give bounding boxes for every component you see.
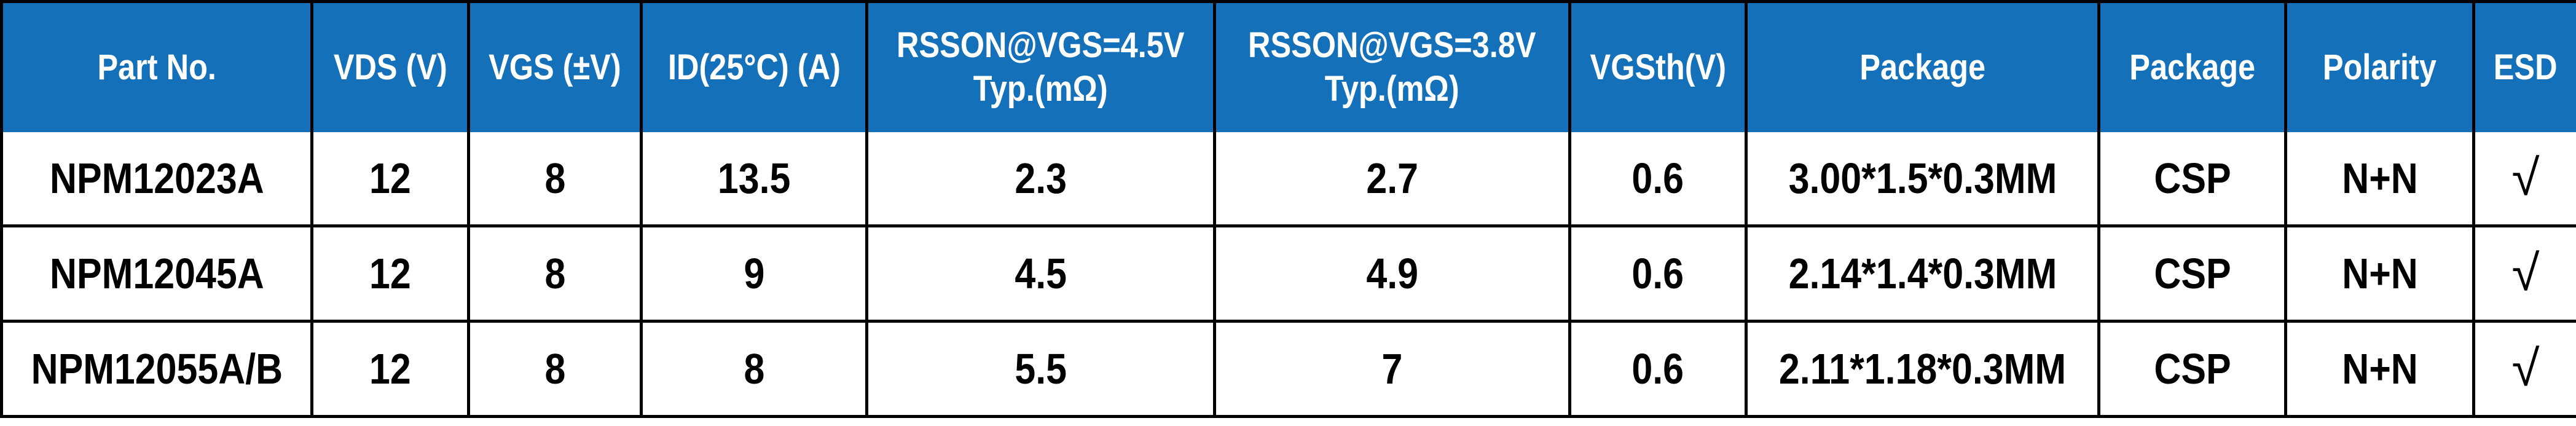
cell-package-type: CSP [2097,320,2287,418]
column-header-label: ID(25°C) (A) [667,47,841,87]
cell-vgs: 8 [467,132,643,227]
cell-vgsth: 0.6 [1568,224,1748,323]
vgs-value: 8 [544,345,565,393]
polarity-value: N+N [2341,345,2418,393]
column-header-label: VGS (±V) [489,47,621,87]
package-size-value: 2.14*1.4*0.3MM [1788,250,2057,298]
cell-id-25c: 13.5 [640,132,868,227]
column-header-esd: ESD [2472,0,2576,132]
cell-polarity: N+N [2284,320,2475,418]
cell-vgsth: 0.6 [1568,320,1748,418]
cell-package-size: 3.00*1.5*0.3MM [1745,132,2100,227]
column-header-rsson-3v8: RSSON@VGS=3.8V Typ.(mΩ) [1213,0,1571,132]
cell-vgs: 8 [467,224,643,323]
column-header-part-no: Part No. [0,0,313,132]
polarity-value: N+N [2341,250,2418,298]
id-value: 8 [744,345,764,393]
table-row: NPM12045A 12 8 9 4.5 4.9 0.6 2.14*1.4*0.… [0,224,2576,323]
cell-vds: 12 [310,224,470,323]
package-size-value: 2.11*1.18*0.3MM [1778,345,2067,393]
vgsth-value: 0.6 [1632,345,1684,393]
rsson-3v8-value: 7 [1381,345,1403,393]
checkmark-icon: √ [2511,341,2540,396]
column-header-polarity: Polarity [2284,0,2475,132]
header-row: Part No. VDS (V) VGS (±V) ID(25°C) (A) R… [0,0,2576,132]
rsson-3v8-value: 2.7 [1366,154,1418,202]
cell-esd: √ [2472,224,2576,323]
vds-value: 12 [369,250,411,298]
part-no-value: NPM12055A/B [31,345,283,393]
cell-rsson-4v5: 4.5 [865,224,1216,323]
column-header-label: ESD [2494,47,2558,87]
cell-vgsth: 0.6 [1568,132,1748,227]
rsson-3v8-value: 4.9 [1366,250,1418,298]
cell-part-no: NPM12023A [0,132,313,227]
column-header-vgsth: VGSth(V) [1568,0,1748,132]
column-header-label: RSSON@VGS=4.5V Typ.(mΩ) [897,25,1185,109]
id-value: 13.5 [717,154,791,202]
cell-polarity: N+N [2284,132,2475,227]
package-type-value: CSP [2153,154,2231,202]
cell-package-type: CSP [2097,132,2287,227]
part-no-value: NPM12023A [49,154,264,202]
polarity-value: N+N [2341,154,2418,202]
column-header-rsson-4v5: RSSON@VGS=4.5V Typ.(mΩ) [865,0,1216,132]
cell-rsson-3v8: 2.7 [1213,132,1571,227]
column-header-label: Package [2129,47,2255,87]
checkmark-icon: √ [2511,245,2540,301]
cell-rsson-3v8: 4.9 [1213,224,1571,323]
cell-id-25c: 9 [640,224,868,323]
column-header-package-size: Package [1745,0,2100,132]
checkmark-icon: √ [2511,150,2540,206]
column-header-vgs: VGS (±V) [467,0,643,132]
cell-rsson-4v5: 2.3 [865,132,1216,227]
cell-id-25c: 8 [640,320,868,418]
vgsth-value: 0.6 [1632,250,1684,298]
vgsth-value: 0.6 [1632,154,1684,202]
cell-part-no: NPM12055A/B [0,320,313,418]
vgs-value: 8 [544,154,565,202]
rsson-4v5-value: 5.5 [1015,345,1067,393]
cell-package-type: CSP [2097,224,2287,323]
column-header-label: Polarity [2322,47,2437,87]
column-header-label: VGSth(V) [1590,47,1726,87]
column-header-id-25c: ID(25°C) (A) [640,0,868,132]
cell-esd: √ [2472,132,2576,227]
vds-value: 12 [369,345,411,393]
cell-vds: 12 [310,132,470,227]
cell-part-no: NPM12045A [0,224,313,323]
cell-package-size: 2.11*1.18*0.3MM [1745,320,2100,418]
column-header-label: VDS (V) [333,47,447,87]
table-row: NPM12055A/B 12 8 8 5.5 7 0.6 2.11*1.18*0… [0,320,2576,418]
cell-package-size: 2.14*1.4*0.3MM [1745,224,2100,323]
part-no-value: NPM12045A [49,250,264,298]
cell-polarity: N+N [2284,224,2475,323]
vds-value: 12 [369,154,411,202]
package-size-value: 3.00*1.5*0.3MM [1788,154,2057,202]
column-header-label: RSSON@VGS=3.8V Typ.(mΩ) [1248,25,1536,109]
cell-vgs: 8 [467,320,643,418]
cell-rsson-3v8: 7 [1213,320,1571,418]
column-header-vds: VDS (V) [310,0,470,132]
column-header-label: Part No. [97,47,216,87]
id-value: 9 [744,250,764,298]
cell-rsson-4v5: 5.5 [865,320,1216,418]
rsson-4v5-value: 2.3 [1015,154,1067,202]
package-type-value: CSP [2153,345,2231,393]
cell-esd: √ [2472,320,2576,418]
package-type-value: CSP [2153,250,2231,298]
table-row: NPM12023A 12 8 13.5 2.3 2.7 0.6 3.00*1.5… [0,132,2576,227]
column-header-package-type: Package [2097,0,2287,132]
column-header-label: Package [1859,47,1985,87]
vgs-value: 8 [544,250,565,298]
rsson-4v5-value: 4.5 [1015,250,1067,298]
cell-vds: 12 [310,320,470,418]
